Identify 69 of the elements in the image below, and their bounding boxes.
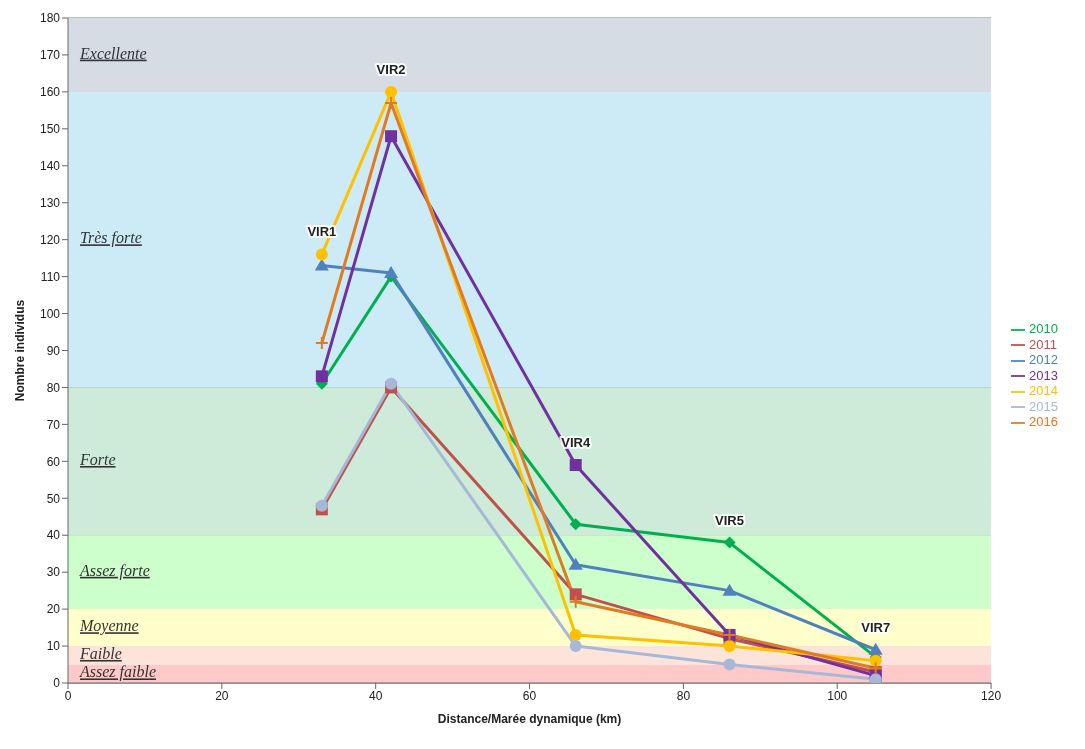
point <box>569 588 582 601</box>
point <box>385 85 398 98</box>
x-axis-title: Distance/Marée dynamique (km) <box>437 712 622 726</box>
y-tick-label: 0 <box>53 676 61 691</box>
point <box>315 370 328 383</box>
x-tick-label: 40 <box>369 688 383 703</box>
y-tick-label: 130 <box>39 195 61 210</box>
y-tick-label: 70 <box>46 417 61 432</box>
legend-label: 2010 <box>1029 321 1058 337</box>
legend-label: 2015 <box>1029 398 1058 414</box>
point <box>569 459 582 472</box>
x-tick-label: 0 <box>64 688 72 703</box>
point <box>315 499 328 512</box>
y-tick-label: 10 <box>46 639 61 654</box>
x-tick-label: 60 <box>522 688 537 703</box>
point <box>869 673 882 683</box>
band-label: Très forte <box>80 229 142 248</box>
y-tick-label: 170 <box>39 48 61 63</box>
point <box>315 248 328 261</box>
y-tick-label: 110 <box>40 269 61 284</box>
x-tick-label: 20 <box>215 688 229 703</box>
band-label: Assez faible <box>79 663 156 682</box>
band-label: Assez forte <box>79 561 150 580</box>
band-label: Moyenne <box>79 617 139 636</box>
band-label: Forte <box>79 451 116 469</box>
y-tick-label: 30 <box>46 565 61 580</box>
point <box>569 640 582 653</box>
point <box>314 336 329 351</box>
legend-label: 2013 <box>1029 367 1058 383</box>
legend-label: 2011 <box>1029 336 1058 352</box>
annotation: VIR2 <box>376 61 406 77</box>
y-axis-title: Nombre individus <box>13 299 28 402</box>
point <box>723 536 736 549</box>
point <box>568 557 583 570</box>
y-tick-label: 50 <box>46 491 61 506</box>
y-tick-label: 140 <box>39 159 61 174</box>
y-tick-label: 160 <box>39 85 61 100</box>
point <box>569 628 582 641</box>
y-tick-label: 60 <box>46 454 61 469</box>
point <box>868 642 883 655</box>
point <box>384 265 399 278</box>
y-tick-label: 40 <box>46 528 61 543</box>
y-tick-label: 150 <box>39 122 61 137</box>
point <box>384 95 399 110</box>
band-label: Excellente <box>79 44 147 62</box>
legend-label: 2014 <box>1029 383 1058 399</box>
y-tick-label: 90 <box>46 343 61 358</box>
y-tick-label: 80 <box>46 380 61 395</box>
y-tick-label: 20 <box>46 602 61 617</box>
y-tick-label: 120 <box>39 232 61 247</box>
point <box>868 661 883 676</box>
band-label: Faible <box>79 644 122 662</box>
x-tick-label: 100 <box>827 688 848 703</box>
point <box>569 518 582 531</box>
point <box>385 130 398 143</box>
legend-label: 2016 <box>1029 414 1058 430</box>
legend-label: 2012 <box>1029 352 1058 368</box>
x-tick-label: 80 <box>676 688 691 703</box>
point <box>723 640 736 653</box>
annotation: VIR5 <box>715 512 744 528</box>
y-tick-label: 180 <box>39 11 61 26</box>
annotation: VIR7 <box>861 619 891 635</box>
point <box>314 258 329 271</box>
point <box>722 583 737 596</box>
point <box>568 594 583 609</box>
y-tick-label: 100 <box>39 306 61 321</box>
point <box>723 658 736 671</box>
point <box>385 377 398 390</box>
x-tick-label: 120 <box>981 688 1002 703</box>
